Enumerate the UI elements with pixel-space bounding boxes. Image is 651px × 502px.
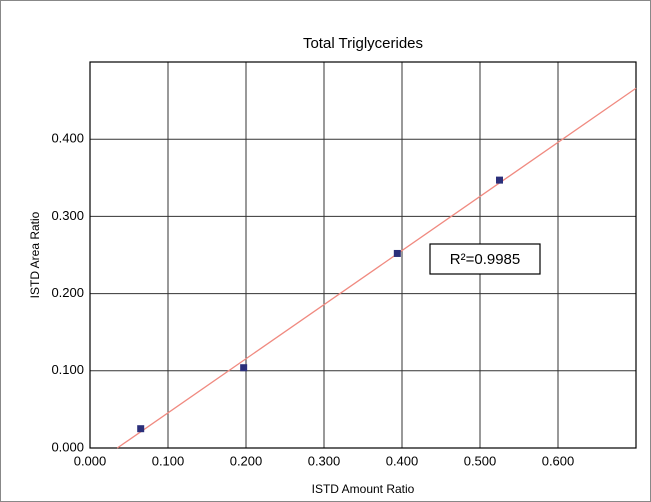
x-tick-label: 0.600 bbox=[542, 453, 575, 468]
trendline bbox=[116, 87, 637, 449]
point bbox=[496, 176, 503, 184]
plot-border bbox=[89, 61, 637, 449]
y-tick-label: 0.200 bbox=[51, 285, 84, 300]
chart-title: Total Triglycerides bbox=[303, 35, 423, 52]
x-tick-label: 0.100 bbox=[152, 453, 185, 468]
point bbox=[240, 364, 248, 372]
y-tick-label: 0.100 bbox=[51, 362, 84, 377]
x-tick-label: 0.200 bbox=[230, 453, 263, 468]
y-tick-label: 0.300 bbox=[51, 208, 84, 223]
plot-area bbox=[90, 62, 636, 448]
annotation-box bbox=[429, 243, 541, 275]
y-tick-label: 0.000 bbox=[51, 439, 84, 454]
annotation: R²=0.9985 bbox=[450, 251, 520, 268]
point bbox=[137, 425, 145, 433]
x-tick-label: 0.500 bbox=[464, 453, 497, 468]
point bbox=[393, 249, 401, 257]
x-axis-label: ISTD Amount Ratio bbox=[312, 482, 415, 496]
x-tick-label: 0.400 bbox=[386, 453, 419, 468]
x-tick-label: 0.000 bbox=[74, 453, 107, 468]
y-axis-label: ISTD Area Ratio bbox=[28, 211, 42, 298]
y-tick-label: 0.400 bbox=[51, 131, 84, 146]
x-tick-label: 0.300 bbox=[308, 453, 341, 468]
